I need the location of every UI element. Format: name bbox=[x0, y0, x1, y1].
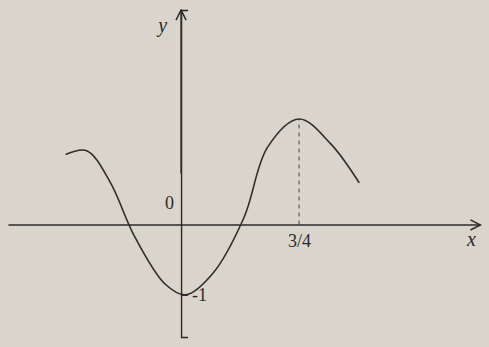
drop-line bbox=[299, 119, 300, 224]
x-tick-label: 3/4 bbox=[288, 231, 311, 251]
curve bbox=[66, 119, 359, 295]
x-axis-title: x bbox=[466, 228, 476, 250]
y-axis-arrow bbox=[180, 10, 181, 174]
x-tick: 3/4 bbox=[288, 224, 311, 251]
y-axis: -1 bbox=[181, 11, 207, 338]
x-axis: 0 3/4 bbox=[9, 193, 481, 251]
y-axis-title: y bbox=[156, 14, 167, 37]
x-tick: 0 bbox=[165, 193, 182, 224]
y-axis-line bbox=[182, 11, 189, 338]
x-axis-line bbox=[9, 224, 481, 225]
x-tick-label: 0 bbox=[165, 193, 174, 213]
chart: 0 3/4 -1 y x bbox=[0, 0, 489, 347]
plot-area bbox=[66, 119, 359, 295]
